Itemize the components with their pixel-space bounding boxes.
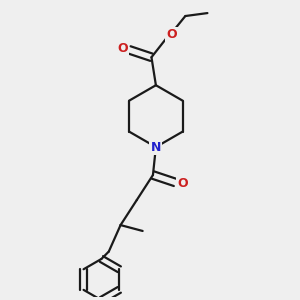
Text: O: O	[177, 177, 188, 190]
Text: O: O	[118, 42, 128, 55]
Text: N: N	[151, 141, 161, 154]
Text: O: O	[166, 28, 176, 41]
